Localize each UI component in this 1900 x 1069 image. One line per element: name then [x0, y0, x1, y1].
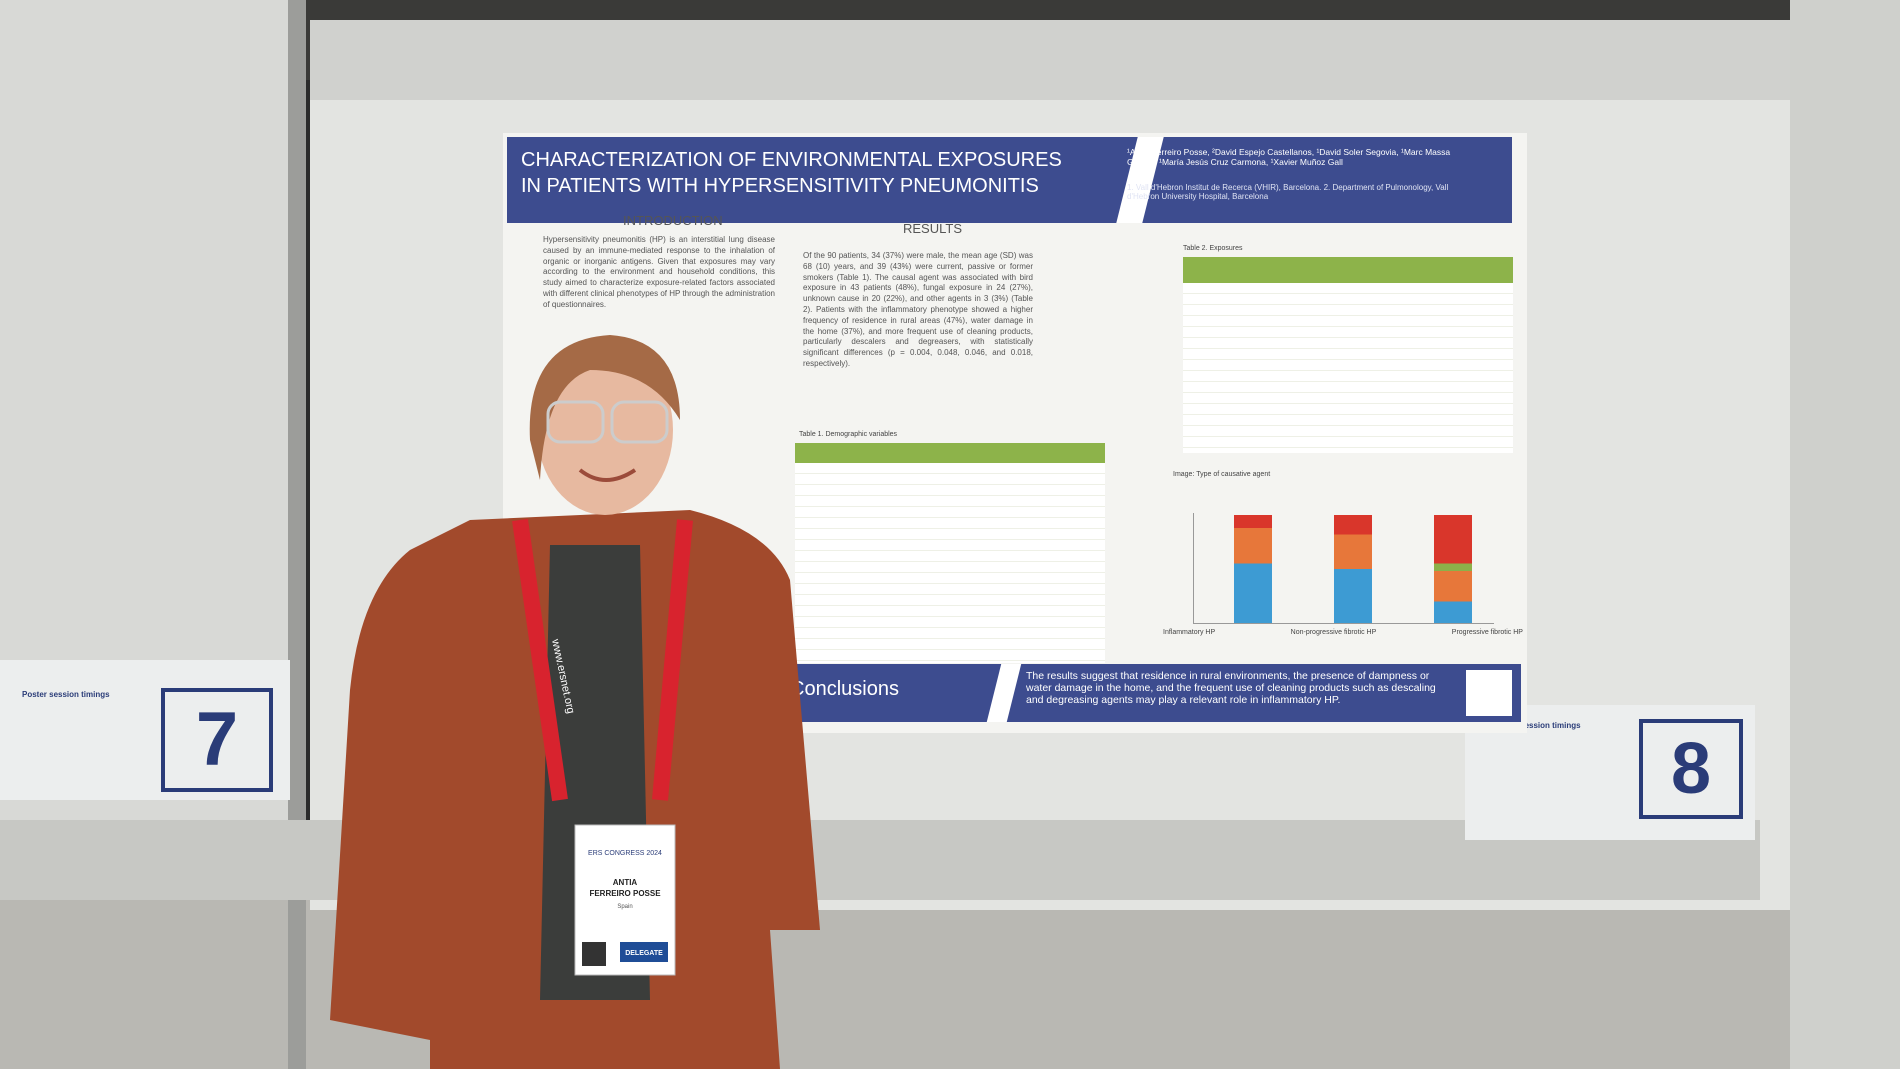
badge-name: FERREIRO POSSE: [589, 889, 661, 898]
conclusions-bar: Conclusions The results suggest that res…: [776, 664, 1521, 722]
stacked-bar: [1334, 515, 1372, 623]
table-title: Table 2. Exposures: [1183, 245, 1243, 252]
stacked-bar: [1434, 515, 1472, 623]
image-title: Image: Type of causative agent: [1173, 471, 1271, 478]
section-heading: INTRODUCTION: [623, 213, 723, 228]
table: [1183, 257, 1513, 453]
right-board: [1790, 0, 1900, 1069]
badge-country: Spain: [617, 904, 632, 910]
poster: CHARACTERIZATION OF ENVIRONMENTAL EXPOSU…: [503, 133, 1527, 733]
glasses: [546, 400, 605, 444]
badge-role: DELEGATE: [625, 950, 663, 957]
badge-name: ANTIA: [613, 878, 638, 887]
board-number: 8: [1639, 719, 1743, 819]
board-label: Poster session timings 7: [0, 660, 290, 800]
timings-title: Poster session timings: [22, 690, 110, 699]
chart-area: [1193, 513, 1494, 624]
table: [795, 443, 1105, 663]
board-number: 7: [161, 688, 273, 792]
affiliations: 1. Vall d'Hebron Institut de Recerca (VH…: [1127, 183, 1449, 201]
smile: [578, 468, 637, 482]
floor: [0, 890, 1900, 1069]
title-bar: CHARACTERIZATION OF ENVIRONMENTAL EXPOSU…: [507, 137, 1512, 223]
badge-event: ERS CONGRESS 2024: [588, 850, 662, 857]
face: [537, 345, 673, 515]
qr-code: [1466, 670, 1512, 716]
badge-role-bg: [620, 942, 668, 962]
lanyard-strap: [512, 518, 693, 802]
pole: [288, 0, 306, 1069]
category-label: Progressive fibrotic HP: [1451, 629, 1523, 636]
stacked-bar: [1234, 515, 1272, 623]
introduction-text: Hypersensitivity pneumonitis (HP) is an …: [543, 235, 775, 309]
glasses: [610, 400, 669, 444]
badge-qr: [582, 942, 606, 966]
timings-title: Poster session timings: [1493, 721, 1581, 730]
conclusions-heading: Conclusions: [790, 678, 899, 700]
title-line: IN PATIENTS WITH HYPERSENSITIVITY PNEUMO…: [521, 175, 1039, 197]
board-top-rail: [310, 20, 1790, 100]
hair: [529, 335, 680, 480]
person: www.ersnet.org ERS CONGRESS 2024 ANTIA F…: [330, 335, 820, 1069]
category-label: Inflammatory HP: [1163, 629, 1216, 636]
results-text: Of the 90 patients, 34 (37%) were male, …: [803, 251, 1033, 368]
chart-labels: Inflammatory HP Non-progressive fibrotic…: [1163, 629, 1523, 636]
section-heading: RESULTS: [903, 221, 962, 236]
conclusions-text: The results suggest that residence in ru…: [1026, 670, 1436, 706]
authors: ¹Antia Ferreiro Posse, ²David Espejo Cas…: [1127, 147, 1451, 167]
table-title: Table 1. Demographic variables: [799, 431, 898, 438]
title: CHARACTERIZATION OF ENVIRONMENTAL EXPOSU…: [521, 147, 1062, 199]
stripe: [986, 664, 1022, 722]
title-line: CHARACTERIZATION OF ENVIRONMENTAL EXPOSU…: [521, 149, 1062, 171]
category-label: Non-progressive fibrotic HP: [1290, 629, 1377, 636]
